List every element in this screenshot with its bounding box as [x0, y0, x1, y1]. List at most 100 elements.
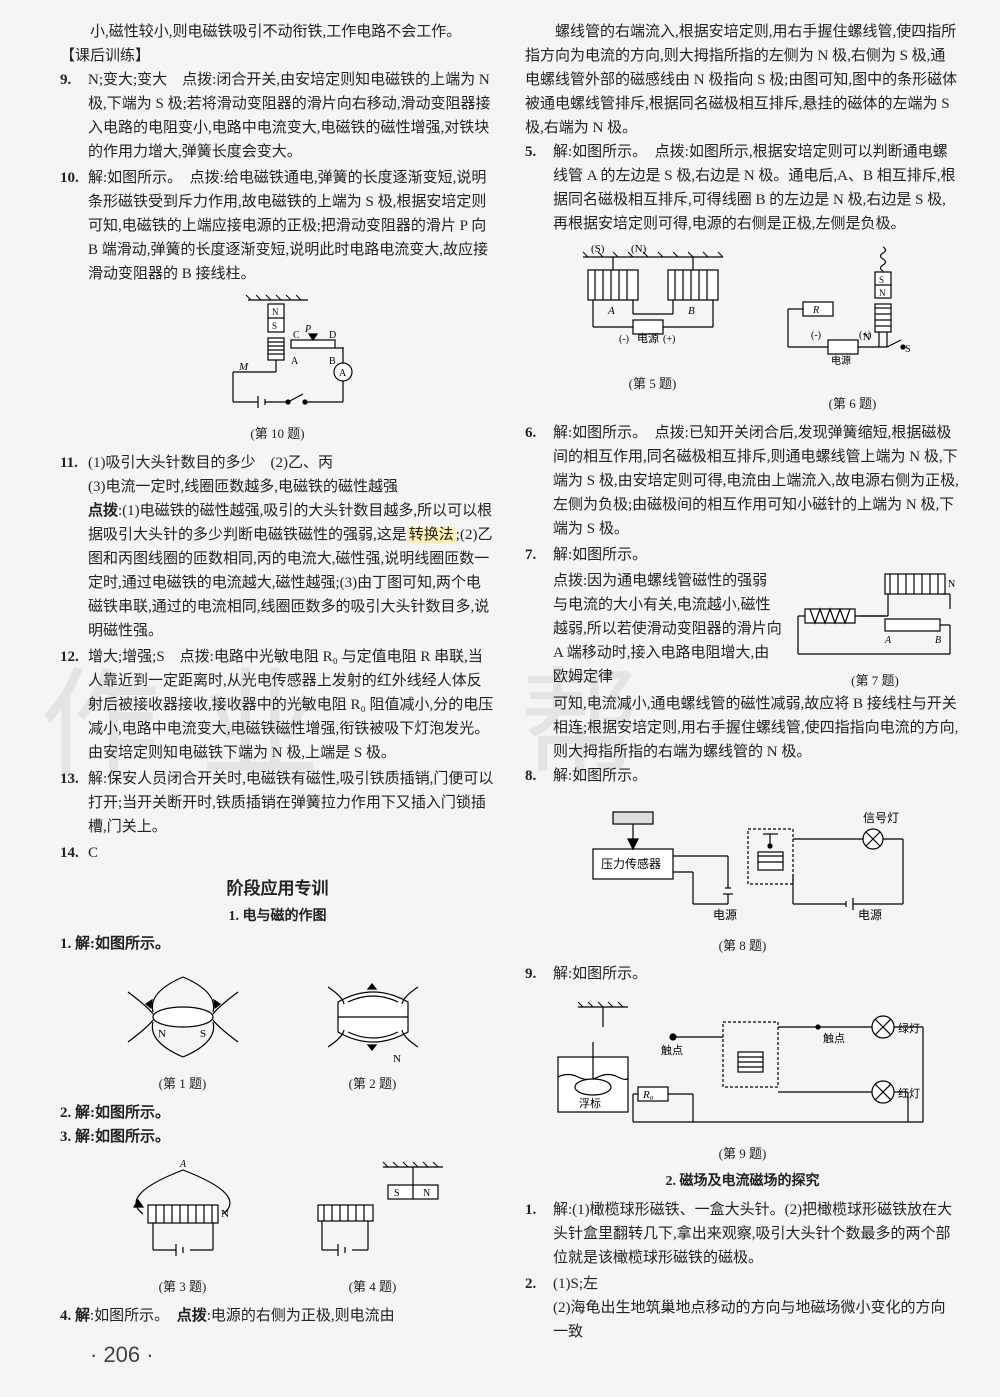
item-number: 10.: [60, 166, 79, 190]
svg-text:B: B: [688, 305, 695, 317]
horseshoe-magnet-icon: N: [288, 962, 458, 1072]
svg-text:C: C: [293, 330, 300, 341]
svg-text:N: N: [158, 1028, 166, 1040]
sub-header-1: 1. 电与磁的作图: [60, 906, 495, 928]
figure-caption: (第 7 题): [790, 671, 960, 692]
figure-3: A N (第 3 题): [98, 1155, 268, 1298]
item-number: 9.: [525, 962, 536, 986]
svg-text:触点: 触点: [661, 1043, 683, 1057]
item-text: 解:如图所示。 点拨:已知开关闭合后,发现弹簧缩短,根据磁极间的相互作用,同名磁…: [553, 425, 959, 537]
left-column: 小,磁性较小,则电磁铁吸引不动衔铁,工作电路不会工作。 【课后训练】 9. N;…: [60, 20, 495, 1346]
svg-text:A: A: [179, 1159, 187, 1170]
intro-right: 螺线管的右端流入,根据安培定则,用右手握住螺线管,使四指所指方向为电流的方向,则…: [525, 20, 960, 140]
figure-9: 浮标 R₀: [543, 992, 943, 1165]
solution-3: 3. 解:如图所示。: [60, 1125, 495, 1149]
item-text: 解:保安人员闭合开关时,电磁铁有磁性,吸引铁质插销,门便可以打开;当开关断开时,…: [88, 771, 493, 835]
svg-text:N: N: [393, 1053, 401, 1065]
item-number: 14.: [60, 841, 79, 865]
svg-text:浮标: 浮标: [579, 1096, 601, 1110]
svg-text:A: A: [291, 356, 299, 367]
item-text: C: [88, 845, 98, 861]
svg-text:信号灯: 信号灯: [863, 811, 899, 825]
svg-text:S: S: [394, 1188, 400, 1199]
svg-text:(-): (-): [619, 334, 629, 345]
item-7-body: 点拨:因为通电螺线管磁性的强弱与电流的大小有关,电流越小,磁性越弱,所以若使滑动…: [553, 569, 782, 692]
item-9: 9. N;变大;变大 点拨:闭合开关,由安培定则知电磁铁的上端为 N 极,下端为…: [60, 68, 495, 164]
figure-2: N (第 2 题): [288, 962, 458, 1095]
svg-text:A: A: [339, 368, 347, 379]
item-text: 解:(1)橄榄球形磁铁、一盒大头针。(2)把橄榄球形磁铁放在大头针盒里翻转几下,…: [553, 1202, 952, 1266]
svg-text:S: S: [905, 344, 911, 355]
svg-text:红灯: 红灯: [898, 1087, 920, 1100]
item-text: 解:如图所示。 点拨:如图所示,根据安培定则可以判断通电螺线管 A 的左边是 S…: [553, 144, 956, 232]
svg-text:B: B: [935, 635, 941, 646]
svg-text:N: N: [221, 1208, 229, 1220]
item-number: 1.: [525, 1198, 536, 1222]
r-item-2: 2. (1)S;左(2)海龟出生地筑巢地点移动的方向与地磁场微小变化的方向一致: [525, 1272, 960, 1344]
item-number: 2.: [525, 1272, 536, 1296]
svg-text:D: D: [329, 330, 336, 341]
item-14: 14. C: [60, 841, 495, 865]
stage-header: 阶段应用专训: [60, 875, 495, 902]
figure-caption: (第 3 题): [98, 1277, 268, 1298]
float-relay-circuit-icon: 浮标 R₀: [543, 992, 943, 1142]
svg-text:(+): (+): [663, 334, 675, 345]
sub-header-2: 2. 磁场及电流磁场的探究: [525, 1171, 960, 1193]
svg-text:电源: 电源: [858, 908, 882, 922]
figure-caption: (第 8 题): [563, 936, 923, 957]
figure-caption: (第 9 题): [543, 1144, 943, 1165]
svg-text:A: A: [884, 635, 892, 646]
item-11: 11. (1)吸引大头针数目的多少 (2)乙、丙 (3)电流一定时,线圈匝数越多…: [60, 451, 495, 643]
svg-text:N: N: [272, 307, 279, 317]
item-text: (1)吸引大头针数目的多少 (2)乙、丙 (3)电流一定时,线圈匝数越多,电磁铁…: [88, 455, 492, 639]
item-number: 13.: [60, 767, 79, 791]
section-label: 【课后训练】: [60, 44, 495, 68]
circuit-diagram-icon: N S M: [193, 292, 363, 422]
svg-text:(S): (S): [591, 243, 605, 255]
item-number: 9.: [60, 68, 71, 92]
solution-1: 1. 解:如图所示。: [60, 932, 495, 956]
item-12: 12. 增大;增强;S 点拨:电路中光敏电阻 R₀ 与定值电阻 R 串联,当人靠…: [60, 645, 495, 765]
svg-text:P: P: [304, 324, 311, 335]
highlight-text: 转换法: [407, 527, 456, 543]
rheostat-solenoid-icon: N A B: [790, 569, 960, 669]
item-text: 解:如图所示。: [553, 547, 647, 563]
svg-text:B: B: [329, 356, 336, 367]
item-number: 6.: [525, 421, 536, 445]
right-column: 螺线管的右端流入,根据安培定则,用右手握住螺线管,使四指所指方向为电流的方向,则…: [525, 20, 960, 1346]
figure-1: N S (第 1 题): [98, 962, 268, 1095]
solution-4: 4. 解:如图所示。 点拨:电源的右侧为正极,则电流由: [60, 1304, 495, 1328]
figure-caption: (第 10 题): [193, 424, 363, 445]
svg-text:R: R: [812, 305, 819, 316]
figure-4: S N (第 4 题): [288, 1155, 458, 1298]
item-6: 6. 解:如图所示。 点拨:已知开关闭合后,发现弹簧缩短,根据磁极间的相互作用,…: [525, 421, 960, 541]
svg-text:(N): (N): [631, 243, 647, 255]
magnetic-field-icon: N S: [98, 962, 268, 1072]
solenoid-magnet-icon: S N: [288, 1155, 458, 1275]
figure-7: N A B (第 7 题): [790, 569, 960, 692]
item-10: 10. 解:如图所示。 点拨:给电磁铁通电,弹簧的长度逐渐变短,说明条形磁铁受到…: [60, 166, 495, 286]
item-7-tail: 可知,电流减小,通电螺线管的磁性减弱,故应将 B 接线柱与开关相连;根据安培定则…: [525, 692, 960, 764]
svg-text:R₀: R₀: [642, 1089, 654, 1101]
svg-text:S: S: [879, 275, 884, 285]
pressure-sensor-circuit-icon: 压力传感器 电源: [563, 794, 923, 934]
figure-6: S N N R 电源 (-): [773, 242, 933, 415]
spring-solenoid-icon: S N N R 电源 (-): [773, 242, 933, 392]
intro-text: 小,磁性较小,则电磁铁吸引不动衔铁,工作电路不会工作。: [60, 20, 495, 44]
figure-10: N S M: [193, 292, 363, 445]
svg-text:(+): (+): [859, 330, 871, 341]
figure-caption: (第 4 题): [288, 1277, 458, 1298]
item-8: 8. 解:如图所示。: [525, 764, 960, 788]
svg-text:A: A: [607, 305, 615, 317]
item-7-head: 7. 解:如图所示。: [525, 543, 960, 567]
item-number: 5.: [525, 140, 536, 164]
svg-text:绿灯: 绿灯: [898, 1021, 920, 1035]
figure-5: (S) (N) A B: [553, 242, 753, 395]
double-solenoid-icon: (S) (N) A B: [553, 242, 753, 372]
item-text: N;变大;变大 点拨:闭合开关,由安培定则知电磁铁的上端为 N 极,下端为 S …: [88, 72, 491, 160]
item-9r: 9. 解:如图所示。: [525, 962, 960, 986]
figure-caption: (第 5 题): [553, 374, 753, 395]
item-number: 8.: [525, 764, 536, 788]
figure-caption: (第 1 题): [98, 1074, 268, 1095]
item-number: 12.: [60, 645, 79, 669]
